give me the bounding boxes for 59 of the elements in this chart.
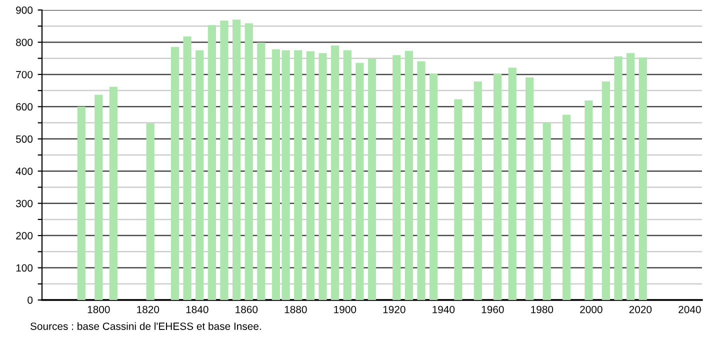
bar xyxy=(584,100,593,300)
source-note: Sources : base Cassini de l'EHESS et base Insee. xyxy=(30,322,261,330)
x-tick-label: 1820 xyxy=(137,306,160,314)
bar xyxy=(294,50,302,300)
x-tick-label: 1940 xyxy=(432,306,455,314)
bar xyxy=(220,20,228,300)
bar xyxy=(109,86,118,300)
bar xyxy=(318,53,327,300)
bar xyxy=(343,50,352,300)
y-tick-label: 200 xyxy=(16,232,33,240)
bar xyxy=(330,45,340,300)
bar xyxy=(474,82,482,300)
bar xyxy=(614,56,622,300)
x-tick-label: 1840 xyxy=(186,306,208,314)
y-tick-label: 400 xyxy=(16,168,33,175)
bar xyxy=(417,61,426,300)
bar xyxy=(508,68,516,300)
bar xyxy=(244,23,253,300)
y-tick-label: 800 xyxy=(16,38,33,46)
bar xyxy=(404,50,414,300)
bar xyxy=(170,47,180,300)
x-tick-label: 2040 xyxy=(678,306,701,314)
bar xyxy=(368,58,376,300)
bar xyxy=(356,62,364,300)
bar xyxy=(542,122,551,300)
bar xyxy=(562,114,571,300)
y-tick-label: 300 xyxy=(16,200,33,208)
bar xyxy=(626,53,635,300)
x-tick-label: 1900 xyxy=(334,306,356,314)
bar xyxy=(494,73,502,300)
bar xyxy=(208,25,216,300)
x-tick-label: 2000 xyxy=(580,306,602,314)
bar xyxy=(306,51,314,300)
y-tick-label: 0 xyxy=(28,296,33,304)
bar xyxy=(638,57,647,300)
bar xyxy=(196,50,204,300)
bar xyxy=(183,36,192,300)
bar xyxy=(526,77,534,300)
bar xyxy=(257,42,266,300)
bar xyxy=(232,20,241,300)
x-tick-label: 2020 xyxy=(629,306,652,314)
bar xyxy=(454,99,462,300)
x-tick-label: 1860 xyxy=(236,306,258,314)
x-tick-label: 1880 xyxy=(284,306,307,314)
y-tick-label: 100 xyxy=(16,264,33,272)
bar xyxy=(602,82,610,300)
bar xyxy=(430,73,438,300)
x-tick-label: 1980 xyxy=(531,306,554,314)
y-tick-label: 900 xyxy=(16,6,33,14)
bar xyxy=(77,106,86,300)
x-tick-label: 1920 xyxy=(383,306,406,314)
y-tick-label: 700 xyxy=(16,70,33,78)
x-tick-label: 1960 xyxy=(482,306,504,314)
bar xyxy=(146,123,154,300)
y-tick-label: 500 xyxy=(16,135,33,143)
bar xyxy=(94,94,103,300)
y-tick-label: 600 xyxy=(16,103,33,111)
bar xyxy=(392,55,401,300)
x-tick-label: 1800 xyxy=(88,306,110,314)
